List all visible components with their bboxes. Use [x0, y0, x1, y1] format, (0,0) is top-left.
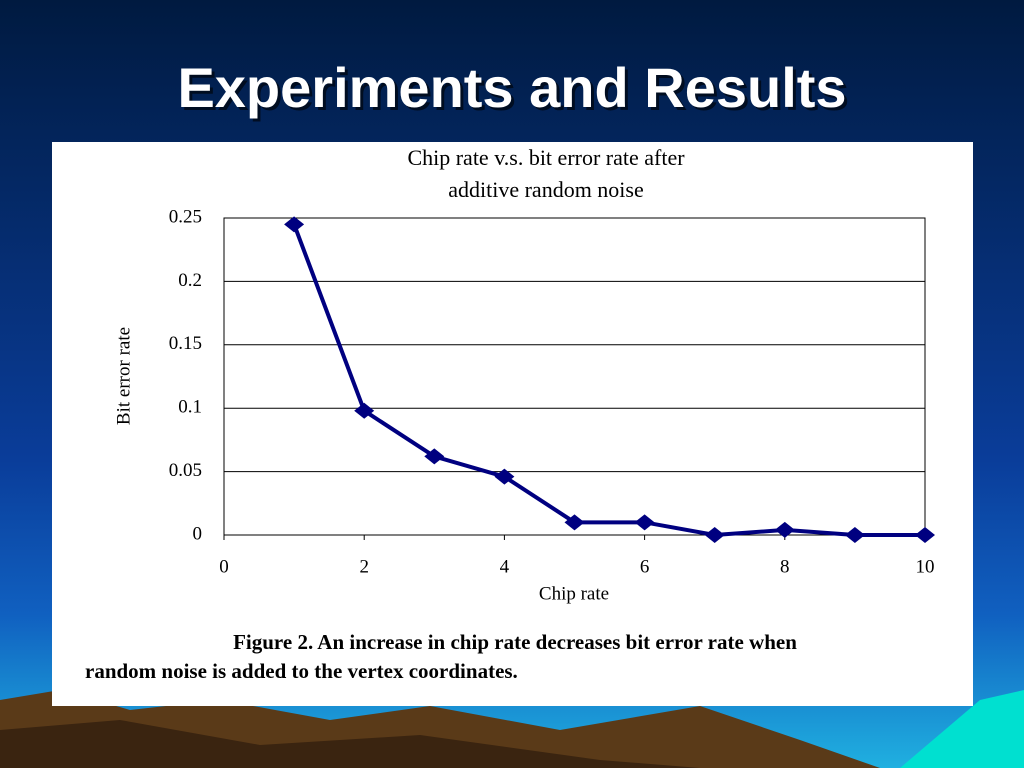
x-axis-label: Chip rate: [539, 583, 609, 604]
x-tick-label: 4: [500, 556, 510, 577]
title-shadow: Experiments and Results: [180, 59, 849, 122]
chart: Chip rate v.s. bit error rate after addi…: [85, 145, 935, 683]
x-tick-label: 2: [359, 556, 369, 577]
y-tick-label: 0.2: [178, 270, 202, 291]
y-tick-label: 0.05: [169, 460, 202, 481]
y-axis-label: Bit error rate: [113, 327, 134, 425]
data-point: [915, 527, 935, 543]
data-point: [284, 216, 305, 233]
data-line: [292, 223, 925, 538]
y-tick-label: 0.25: [169, 206, 202, 227]
y-tick-label: 0.1: [178, 397, 202, 418]
caption: random noise is added to the vertex coor…: [85, 659, 518, 683]
data-point: [424, 448, 445, 465]
x-tick-label: 0: [219, 556, 229, 577]
y-tick-label: 0: [193, 523, 203, 544]
x-tick-label: 10: [916, 556, 935, 577]
slide-title: Experiments and Results: [177, 56, 846, 119]
y-tick-label: 0.15: [169, 333, 202, 354]
data-point: [634, 514, 655, 531]
caption: Figure 2. An increase in chip rate decre…: [233, 630, 797, 654]
data-point: [774, 521, 795, 538]
data-point: [494, 468, 515, 485]
data-point: [704, 527, 725, 543]
figure-panel: [52, 142, 973, 706]
chart-title: additive random noise: [448, 177, 644, 202]
chart-title: Chip rate v.s. bit error rate after: [407, 145, 685, 170]
data-point: [564, 514, 585, 531]
x-tick-label: 6: [640, 556, 650, 577]
water: [900, 690, 1024, 768]
data-point: [354, 402, 375, 419]
ground-dark: [0, 720, 700, 768]
data-point: [844, 527, 865, 543]
x-tick-label: 8: [780, 556, 790, 577]
